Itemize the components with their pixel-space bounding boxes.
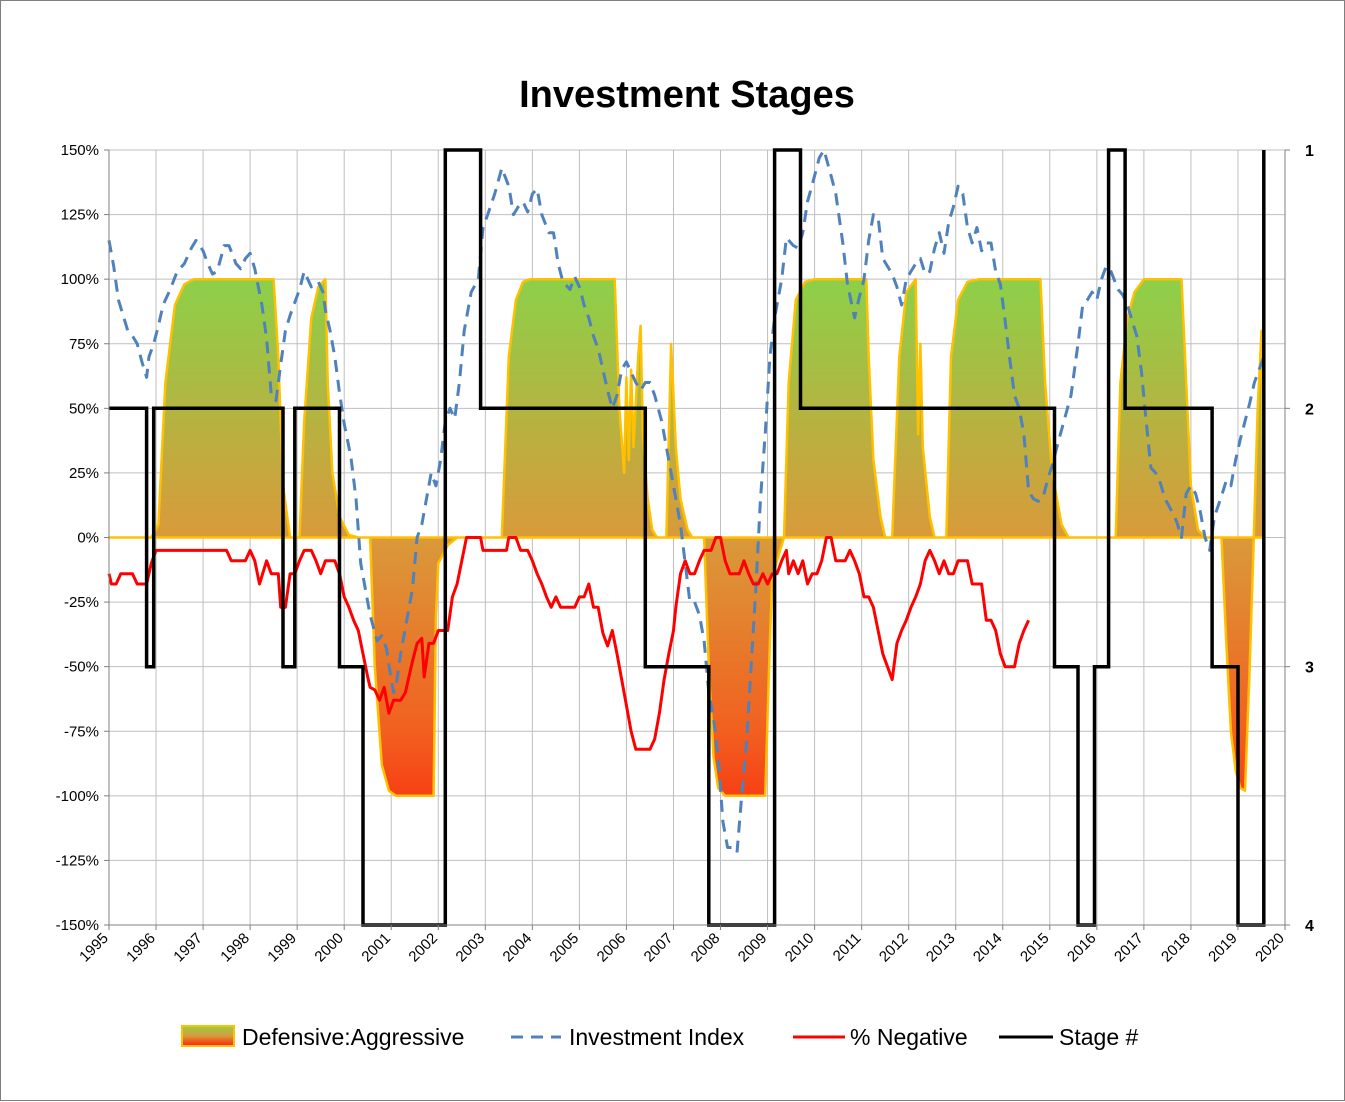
y-right-tick-label: 4 [1305, 918, 1314, 935]
x-tick-label: 2020 [1252, 930, 1288, 966]
legend-swatch-defensive [181, 1025, 235, 1047]
x-tick-label: 2017 [1111, 930, 1147, 966]
x-tick-label: 2001 [358, 930, 394, 966]
legend-label-defensive: Defensive:Aggressive [242, 1024, 464, 1050]
y-left-tick-label: 25% [69, 465, 99, 482]
y-left-tick-label: -75% [64, 723, 99, 740]
y-left-tick-label: 50% [69, 400, 99, 417]
x-tick-label: 2019 [1205, 930, 1241, 966]
y-left-tick-label: -50% [64, 659, 99, 676]
chart-title: Investment Stages [519, 74, 855, 116]
x-tick-label: 1998 [217, 930, 253, 966]
x-tick-label: 2012 [876, 930, 912, 966]
x-tick-label: 2011 [830, 930, 865, 965]
legend: Defensive:Aggressive Investment Index % … [181, 1024, 1138, 1050]
legend-label-index: Investment Index [569, 1024, 745, 1050]
x-tick-label: 2005 [547, 930, 583, 966]
x-tick-label: 2008 [688, 930, 724, 966]
legend-label-stage: Stage # [1059, 1024, 1138, 1050]
y-left-tick-label: 75% [69, 336, 99, 353]
y-right-tick-label: 1 [1305, 143, 1314, 160]
series-pct-negative [107, 536, 1030, 751]
x-tick-label: 2009 [735, 930, 771, 966]
x-tick-label: 2016 [1064, 930, 1100, 966]
x-tick-label: 1997 [170, 930, 206, 966]
x-tick-label: 2003 [453, 930, 489, 966]
x-tick-label: 2018 [1158, 930, 1194, 966]
y-left-tick-label: -125% [56, 852, 99, 869]
y-left-tick-label: -25% [64, 594, 99, 611]
x-tick-label: 1999 [264, 930, 300, 966]
x-tick-label: 2004 [500, 930, 536, 966]
x-tick-label: 2010 [782, 930, 818, 966]
x-tick-label: 2000 [311, 930, 347, 966]
x-tick-label: 2015 [1017, 930, 1053, 966]
y-left-tick-label: 125% [61, 207, 99, 224]
x-tick-label: 2014 [970, 930, 1006, 966]
y-left-tick-label: 100% [61, 271, 99, 288]
x-tick-label: 2013 [923, 930, 959, 966]
legend-label-negative: % Negative [850, 1024, 968, 1050]
series-investment-index [107, 148, 1266, 855]
x-tick-label: 2002 [405, 930, 441, 966]
y-right-tick-label: 2 [1305, 401, 1314, 418]
x-tick-label: 2006 [594, 930, 630, 966]
x-tick-label: 2007 [641, 930, 677, 966]
y-left-tick-label: 0% [77, 530, 99, 547]
x-tick-label: 1995 [76, 930, 112, 966]
y-left-tick-label: -100% [56, 788, 99, 805]
y-right-tick-label: 3 [1305, 660, 1314, 677]
y-left-tick-label: -150% [56, 917, 99, 934]
x-tick-label: 1996 [123, 930, 159, 966]
y-left-tick-label: 150% [61, 142, 99, 159]
